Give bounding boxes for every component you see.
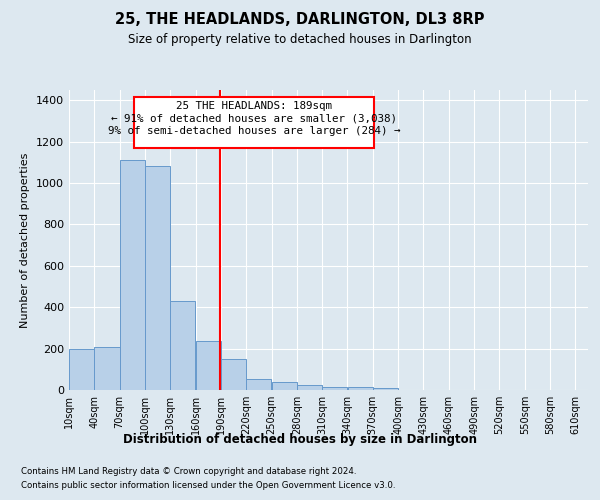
Text: Distribution of detached houses by size in Darlington: Distribution of detached houses by size …	[123, 432, 477, 446]
Text: ← 91% of detached houses are smaller (3,038): ← 91% of detached houses are smaller (3,…	[111, 114, 397, 124]
Bar	[170, 301, 196, 390]
Bar	[322, 387, 347, 390]
Bar	[145, 166, 170, 390]
Text: 25 THE HEADLANDS: 189sqm: 25 THE HEADLANDS: 189sqm	[176, 100, 332, 110]
Bar	[272, 382, 297, 390]
Text: Contains public sector information licensed under the Open Government Licence v3: Contains public sector information licen…	[21, 481, 395, 490]
Bar	[247, 378, 271, 390]
FancyBboxPatch shape	[134, 97, 374, 148]
Bar	[373, 388, 398, 390]
Text: 25, THE HEADLANDS, DARLINGTON, DL3 8RP: 25, THE HEADLANDS, DARLINGTON, DL3 8RP	[115, 12, 485, 28]
Text: 9% of semi-detached houses are larger (284) →: 9% of semi-detached houses are larger (2…	[108, 126, 400, 136]
Bar	[221, 359, 246, 390]
Bar	[297, 385, 322, 390]
Bar	[94, 346, 119, 390]
Bar	[120, 160, 145, 390]
Text: Contains HM Land Registry data © Crown copyright and database right 2024.: Contains HM Land Registry data © Crown c…	[21, 468, 356, 476]
Bar	[347, 387, 373, 390]
Y-axis label: Number of detached properties: Number of detached properties	[20, 152, 31, 328]
Text: Size of property relative to detached houses in Darlington: Size of property relative to detached ho…	[128, 34, 472, 46]
Bar	[196, 342, 221, 390]
Bar	[69, 348, 94, 390]
